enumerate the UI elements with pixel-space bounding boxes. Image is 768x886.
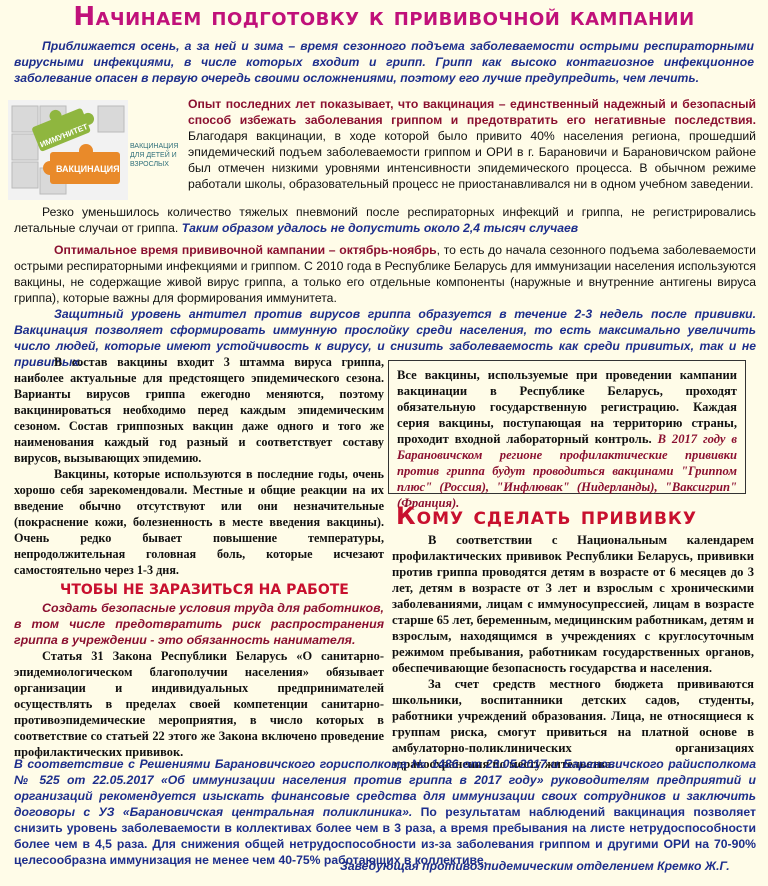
who-to-vaccinate-heading: Кому сделать прививку (396, 502, 697, 530)
budget-text: За счет средств местного бюджета привива… (392, 677, 754, 771)
law-article-text: Статья 31 Закона Республики Беларусь «О … (14, 649, 384, 759)
vaccine-composition-text: В состав вакцины входит 3 штамма вируса … (14, 355, 384, 465)
who-to-vaccinate-column: В соответствии с Национальным календарем… (392, 532, 754, 772)
vaccine-reactions-text: Вакцины, которые используются в последни… (14, 467, 384, 577)
calendar-text: В соответствии с Национальным календарем… (392, 533, 754, 675)
registration-text: Все вакцины, используемые при проведении… (397, 368, 737, 446)
pneumonia-text: Резко уменьшилось количество тяжелых пне… (14, 205, 756, 235)
workplace-column: Создать безопасные условия труда для раб… (14, 600, 384, 760)
optimal-time-paragraph: Оптимальное время прививочной кампании –… (14, 242, 756, 306)
pneumonia-paragraph: Резко уменьшилось количество тяжелых пне… (14, 204, 756, 236)
decision-text: В соответствие с Решениями Барановичског… (14, 757, 756, 819)
intro-paragraph: Приближается осень, а за ней и зима – вр… (14, 39, 754, 85)
experience-paragraph: Опыт последних лет показывает, что вакци… (188, 96, 756, 192)
pneumonia-emphasis: Таким образом удалось не допустить около… (178, 221, 579, 235)
vaccine-composition-column: В состав вакцины входит 3 штамма вируса … (14, 354, 384, 578)
experience-emphasis: Опыт последних лет показывает, что вакци… (188, 97, 756, 127)
puzzle-illustration: ИММУНИТЕТ ВАКЦИНАЦИЯ ВАКЦИНАЦИЯ ДЛЯ ДЕТЕ… (6, 96, 186, 202)
optimal-time-text: , то есть до начала сезонного подъема за… (14, 243, 756, 305)
optimal-time-emphasis: Оптимальное время прививочной кампании –… (54, 243, 437, 257)
puzzle-label-2: ВАКЦИНАЦИЯ (56, 164, 120, 174)
workplace-heading: ЧТОБЫ НЕ ЗАРАЗИТЬСЯ НА РАБОТЕ (60, 582, 349, 598)
decision-paragraph: В соответствие с Решениями Барановичског… (14, 756, 756, 868)
vaccines-2017-text: В 2017 году в Барановичском регионе проф… (397, 432, 737, 510)
signature: Заведующая противоэпидемическим отделени… (340, 859, 730, 873)
registration-box: Все вакцины, используемые при проведении… (388, 360, 746, 510)
observation-text: По результатам наблюдений вакцинация поз… (14, 805, 756, 867)
experience-text: Благодаря вакцинации, в ходе которой был… (188, 129, 756, 191)
puzzle-caption: ВАКЦИНАЦИЯ ДЛЯ ДЕТЕЙ И ВЗРОСЛЫХ (130, 143, 179, 168)
puzzle-icon: ИММУНИТЕТ ВАКЦИНАЦИЯ ВАКЦИНАЦИЯ ДЛЯ ДЕТЕ… (8, 100, 179, 200)
protection-paragraph: Защитный уровень антител против вирусов … (14, 307, 756, 369)
employer-duty-text: Создать безопасные условия труда для раб… (14, 601, 384, 647)
page-title: Начинаем подготовку к прививочной кампан… (73, 2, 695, 32)
